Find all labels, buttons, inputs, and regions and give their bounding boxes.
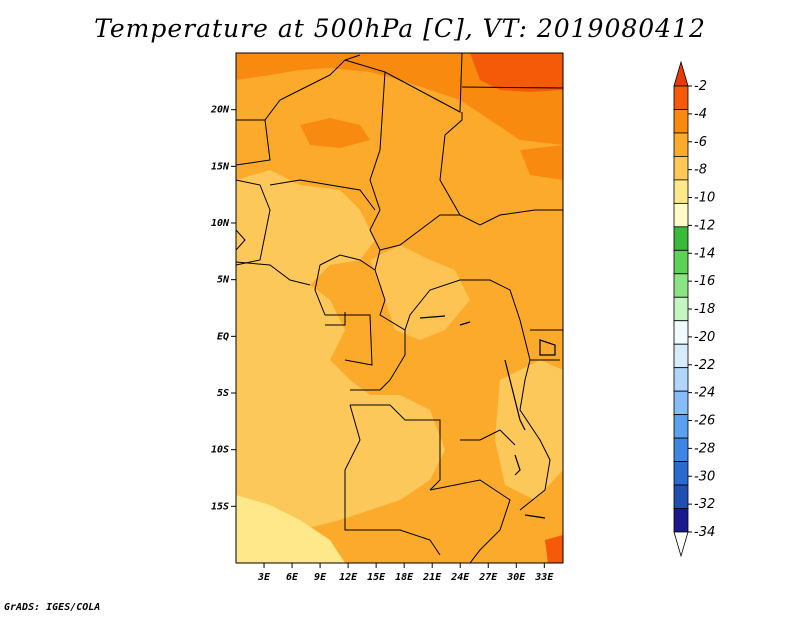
country-borders: [236, 53, 563, 563]
colorbar-segment: [673, 226, 689, 251]
lat-tick-label: 15S: [211, 501, 229, 512]
map-title: Temperature at 500hPa [C], VT: 201908041…: [94, 14, 706, 43]
lat-tick-label: 5N: [217, 275, 230, 286]
colorbar-bottom-triangle: [673, 531, 689, 558]
colorbar-segment: [673, 249, 689, 275]
contour-region-se: [545, 535, 563, 563]
colorbar-segment: [673, 343, 689, 369]
colorbar-segment: [673, 461, 689, 486]
lat-tick-label: 10N: [211, 218, 230, 229]
colorbar-segment: [673, 179, 689, 204]
colorbar-segment: [673, 296, 689, 322]
colorbar-segment: [673, 320, 689, 345]
contour-region-north-patch: [300, 118, 370, 148]
colorbar-segment: [673, 508, 689, 533]
colorbar-segment: [673, 390, 689, 416]
colorbar-segment: [673, 437, 689, 462]
lon-tick-label: 18E: [395, 572, 414, 583]
lon-tick-label: 12E: [339, 572, 358, 583]
colorbar-label: -16: [694, 274, 715, 289]
contour-region-east: [495, 360, 563, 500]
lakes: [419, 315, 556, 519]
colorbar-label: -34: [694, 525, 715, 540]
lat-tick-label: 10S: [211, 445, 229, 456]
colorbar-segment: [673, 156, 689, 181]
grads-credit: GrADS: IGES/COLA: [4, 602, 101, 613]
colorbar-segment: [673, 85, 689, 110]
colorbar-label: -32: [694, 497, 715, 512]
colorbar-top-triangle: [673, 60, 689, 87]
colorbar-label: -14: [694, 246, 715, 261]
colorbar-label: -24: [694, 386, 715, 401]
colorbar-label: -18: [694, 302, 715, 317]
lon-tick-label: 30E: [506, 572, 526, 583]
lon-tick-label: 6E: [286, 572, 299, 583]
lon-tick-label: 3E: [257, 572, 271, 583]
colorbar-segment: [673, 367, 689, 392]
map-frame: [235, 52, 564, 564]
longitude-axis: 3E 6E 9E 12E 15E 18E 21E 24E 27E 30E 33E: [257, 563, 554, 583]
colorbar-label: -20: [694, 330, 715, 345]
colorbar-label: -22: [694, 358, 715, 373]
colorbar-segment: [673, 484, 689, 509]
contour-region-sw: [236, 495, 345, 563]
colorbar-label: -28: [694, 441, 715, 456]
lat-tick-label: 20N: [210, 105, 230, 116]
colorbar-label: -30: [694, 469, 715, 484]
lon-tick-label: 27E: [478, 572, 498, 583]
colorbar-label: -2: [694, 79, 707, 94]
latitude-axis: 20N 15N 10N 5N EQ 5S 10S 15S: [210, 105, 236, 512]
contour-region-ne: [470, 53, 563, 92]
colorbar-label: -26: [694, 414, 715, 429]
lon-tick-label: 24E: [450, 572, 470, 583]
lat-tick-label: 15N: [211, 161, 230, 172]
colorbar-label: -8: [694, 163, 707, 178]
lat-tick-label: 5S: [217, 388, 229, 399]
lon-tick-label: 21E: [422, 572, 442, 583]
colorbar-segment: [673, 132, 689, 157]
colorbar-segment: [673, 202, 689, 228]
colorbar-segment: [673, 109, 689, 134]
lon-tick-label: 33E: [534, 572, 554, 583]
contour-region-west: [236, 170, 445, 530]
contour-region-east-patch: [520, 145, 563, 180]
lat-tick-label: EQ: [217, 331, 229, 342]
colorbar-label: -6: [694, 135, 707, 150]
lon-tick-label: 9E: [314, 572, 327, 583]
colorbar-label: -4: [694, 107, 707, 122]
colorbar-label: -12: [694, 218, 715, 233]
temperature-field: [236, 53, 563, 563]
colorbar-segment: [673, 414, 689, 439]
colorbar-segment: [673, 273, 689, 298]
colorbar: -2 -4 -6 -8 -10 -12 -14 -16 -18 -20 -22 -24 -26 -28 -3…: [673, 60, 715, 558]
lon-tick-label: 15E: [367, 572, 386, 583]
colorbar-label: -10: [694, 191, 715, 206]
